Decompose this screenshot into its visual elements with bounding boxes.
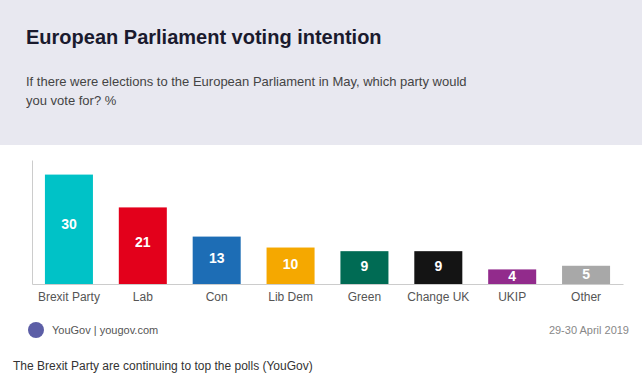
footer-caption: The Brexit Party are continuing to top t…	[13, 359, 313, 373]
bar	[193, 237, 241, 284]
x-axis: Brexit Party Lab Con Lib Dem Green Change UK U…	[33, 284, 624, 304]
subtitle-line: you vote for? %	[26, 93, 117, 108]
bar	[45, 175, 93, 284]
x-tick: UKIP	[498, 284, 526, 304]
data-label: 9	[434, 258, 442, 274]
data-label: 30	[61, 216, 77, 232]
x-tick: Lab	[133, 284, 153, 304]
bars	[45, 175, 610, 284]
x-tick: Con	[206, 284, 228, 304]
header-background	[0, 0, 642, 145]
data-label: 5	[582, 266, 590, 282]
x-tick-label: Change UK	[407, 290, 469, 304]
bar	[119, 207, 167, 284]
y-axis	[32, 161, 33, 285]
data-label: 21	[135, 234, 151, 250]
bar	[267, 248, 315, 284]
data-label: 9	[361, 258, 369, 274]
x-tick-label: Con	[206, 290, 228, 304]
chart: European Parliament voting intention If t…	[0, 0, 642, 386]
x-tick-label: UKIP	[498, 290, 526, 304]
bar	[562, 266, 610, 284]
data-label: 10	[283, 256, 299, 272]
x-tick: Brexit Party	[38, 284, 100, 304]
logo	[28, 322, 44, 338]
bar	[340, 251, 388, 284]
bar	[414, 251, 462, 284]
x-tick-label: Lib Dem	[268, 290, 313, 304]
x-tick: Other	[571, 284, 601, 304]
x-tick-label: Other	[571, 290, 601, 304]
x-tick: Green	[348, 284, 381, 304]
x-tick-label: Brexit Party	[38, 290, 100, 304]
x-tick: Lib Dem	[268, 284, 313, 304]
x-axis-line	[33, 284, 624, 285]
subtitle-line: If there were elections to the European …	[26, 74, 467, 89]
x-tick-label: Green	[348, 290, 381, 304]
title: European Parliament voting intention	[26, 26, 382, 48]
x-tick-label: Lab	[133, 290, 153, 304]
source: YouGov | yougov.com	[52, 324, 158, 336]
subtitle: If there were elections to the European …	[26, 74, 467, 108]
date: 29-30 April 2019	[549, 324, 629, 336]
x-tick: Change UK	[407, 284, 469, 304]
y-axis-line	[32, 161, 33, 285]
data-label: 4	[508, 268, 516, 284]
data-labels: 30 21 13 10 9 9 4 5	[61, 216, 590, 284]
data-label: 13	[209, 250, 225, 266]
